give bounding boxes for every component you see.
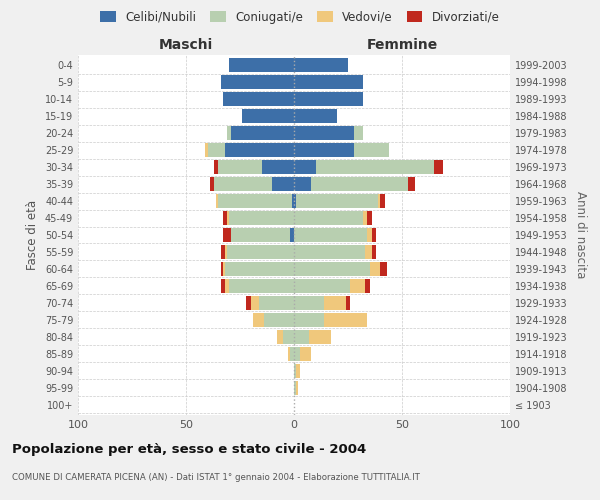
Y-axis label: Anni di nascita: Anni di nascita: [574, 192, 587, 278]
Bar: [372, 245, 376, 259]
Bar: [324, 313, 367, 327]
Bar: [294, 245, 365, 259]
Bar: [294, 330, 309, 344]
Bar: [355, 126, 363, 140]
Bar: [294, 194, 296, 208]
Bar: [409, 177, 415, 191]
Bar: [227, 211, 229, 225]
Bar: [290, 347, 294, 361]
Bar: [253, 313, 264, 327]
Legend: Celibi/Nubili, Coniugati/e, Vedovi/e, Divorziati/e: Celibi/Nubili, Coniugati/e, Vedovi/e, Di…: [96, 6, 504, 28]
Bar: [229, 58, 294, 72]
Bar: [221, 279, 225, 293]
Bar: [223, 211, 227, 225]
Bar: [372, 228, 376, 242]
Bar: [290, 228, 294, 242]
Bar: [434, 160, 443, 174]
Bar: [223, 262, 225, 276]
Bar: [283, 330, 294, 344]
Bar: [294, 75, 363, 89]
Bar: [294, 381, 296, 395]
Bar: [218, 160, 262, 174]
Bar: [264, 313, 294, 327]
Bar: [294, 228, 367, 242]
Bar: [294, 58, 348, 72]
Bar: [294, 262, 370, 276]
Bar: [294, 177, 311, 191]
Bar: [294, 313, 324, 327]
Bar: [294, 279, 350, 293]
Bar: [272, 177, 294, 191]
Text: Femmine: Femmine: [367, 38, 437, 52]
Bar: [227, 126, 232, 140]
Bar: [316, 160, 434, 174]
Bar: [208, 143, 225, 157]
Text: COMUNE DI CAMERATA PICENA (AN) - Dati ISTAT 1° gennaio 2004 - Elaborazione TUTTI: COMUNE DI CAMERATA PICENA (AN) - Dati IS…: [12, 472, 420, 482]
Bar: [324, 296, 346, 310]
Bar: [292, 194, 294, 208]
Bar: [294, 92, 363, 106]
Bar: [225, 279, 229, 293]
Bar: [223, 228, 232, 242]
Bar: [251, 296, 259, 310]
Bar: [294, 143, 355, 157]
Bar: [225, 262, 294, 276]
Bar: [214, 160, 218, 174]
Bar: [296, 381, 298, 395]
Bar: [218, 194, 292, 208]
Bar: [294, 126, 355, 140]
Bar: [370, 262, 380, 276]
Bar: [367, 228, 372, 242]
Bar: [294, 211, 363, 225]
Bar: [227, 245, 294, 259]
Bar: [380, 262, 387, 276]
Bar: [294, 296, 324, 310]
Bar: [214, 177, 272, 191]
Bar: [259, 296, 294, 310]
Bar: [216, 194, 218, 208]
Bar: [232, 228, 290, 242]
Bar: [221, 245, 225, 259]
Bar: [277, 330, 283, 344]
Bar: [225, 143, 294, 157]
Bar: [367, 211, 372, 225]
Bar: [221, 262, 223, 276]
Bar: [287, 347, 290, 361]
Bar: [247, 296, 251, 310]
Bar: [378, 194, 380, 208]
Bar: [365, 279, 370, 293]
Bar: [229, 279, 294, 293]
Bar: [294, 160, 316, 174]
Bar: [301, 347, 311, 361]
Bar: [294, 109, 337, 123]
Bar: [365, 245, 372, 259]
Bar: [296, 194, 378, 208]
Bar: [311, 177, 409, 191]
Text: Popolazione per età, sesso e stato civile - 2004: Popolazione per età, sesso e stato civil…: [12, 442, 366, 456]
Bar: [229, 211, 294, 225]
Bar: [262, 160, 294, 174]
Bar: [205, 143, 208, 157]
Bar: [296, 364, 301, 378]
Bar: [350, 279, 365, 293]
Bar: [294, 347, 301, 361]
Bar: [294, 364, 296, 378]
Bar: [223, 92, 294, 106]
Bar: [355, 143, 389, 157]
Bar: [210, 177, 214, 191]
Text: Maschi: Maschi: [159, 38, 213, 52]
Bar: [380, 194, 385, 208]
Y-axis label: Fasce di età: Fasce di età: [26, 200, 39, 270]
Bar: [221, 75, 294, 89]
Bar: [346, 296, 350, 310]
Bar: [309, 330, 331, 344]
Bar: [363, 211, 367, 225]
Bar: [232, 126, 294, 140]
Bar: [225, 245, 227, 259]
Bar: [242, 109, 294, 123]
